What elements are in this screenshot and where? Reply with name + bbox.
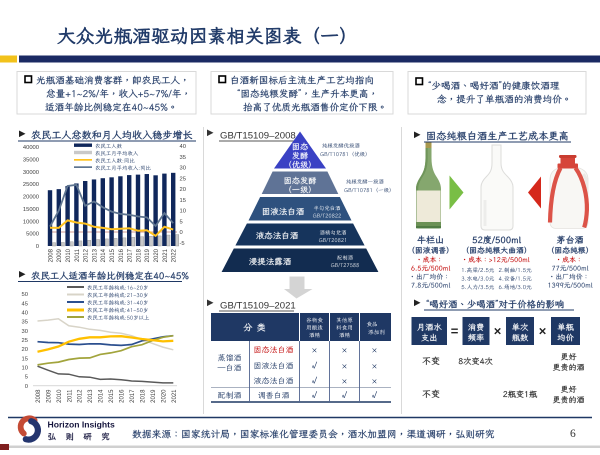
svg-text:2018: 2018 [136,248,142,262]
svg-text:30: 30 [180,166,186,172]
svg-text:15: 15 [180,198,186,204]
svg-text:GB/T15109–2021: GB/T15109–2021 [220,301,296,312]
svg-text:40: 40 [180,144,186,150]
svg-text:2016: 2016 [119,248,125,262]
svg-text:2016: 2016 [120,389,126,403]
svg-text:50: 50 [22,292,28,298]
svg-text:15000: 15000 [23,207,39,213]
svg-text:10: 10 [180,209,186,215]
svg-text:2019: 2019 [145,248,151,262]
svg-text:2014: 2014 [101,248,107,262]
svg-text:5: 5 [25,375,28,381]
svg-text:35: 35 [22,320,28,326]
svg-text:2021: 2021 [172,389,178,403]
svg-text:0: 0 [36,244,39,250]
svg-text:2015: 2015 [110,248,116,262]
svg-text:25: 25 [22,338,28,344]
svg-text:2019: 2019 [151,389,157,403]
svg-text:45: 45 [22,301,28,307]
svg-text:25000: 25000 [23,182,39,188]
svg-text:40000: 40000 [23,145,39,151]
svg-text:0: 0 [180,230,183,236]
svg-text:2012: 2012 [78,389,84,403]
svg-text:2021: 2021 [163,248,169,262]
svg-text:2009: 2009 [57,248,63,262]
svg-text:2009: 2009 [46,389,52,403]
svg-text:20: 20 [180,187,186,193]
svg-text:GB/T15109–2008: GB/T15109–2008 [220,131,296,142]
svg-text:2020: 2020 [161,389,167,403]
svg-text:5: 5 [180,219,183,225]
svg-text:35000: 35000 [23,157,39,163]
svg-text:=: = [451,324,459,339]
svg-text:Horizon Insights: Horizon Insights [48,420,116,430]
svg-text:2010: 2010 [66,248,72,262]
svg-text:30: 30 [22,329,28,335]
svg-text:2013: 2013 [92,248,98,262]
svg-text:2008: 2008 [48,248,54,262]
svg-text:2018: 2018 [140,389,146,403]
svg-text:2008: 2008 [36,389,42,403]
svg-text:25: 25 [180,176,186,182]
svg-text:×: × [539,324,547,339]
svg-text:2020: 2020 [154,248,160,262]
svg-text:2011: 2011 [75,248,81,262]
svg-text:2010: 2010 [57,389,63,403]
svg-text:30000: 30000 [23,170,39,176]
svg-text:0: 0 [25,384,28,390]
svg-text:15: 15 [22,356,28,362]
svg-text:2015: 2015 [109,389,115,403]
svg-text:35: 35 [180,155,186,161]
svg-text:2022: 2022 [172,248,178,262]
svg-text:20: 20 [22,347,28,353]
svg-text:2017: 2017 [128,248,134,262]
svg-text:2014: 2014 [99,389,105,403]
svg-text:2012: 2012 [84,248,90,262]
svg-text:10000: 10000 [23,219,39,225]
svg-text:5000: 5000 [26,232,39,238]
svg-text:10: 10 [22,366,28,372]
svg-text:6: 6 [570,428,576,440]
svg-text:2011: 2011 [67,389,73,403]
svg-text:2017: 2017 [130,389,136,403]
svg-text:20000: 20000 [23,195,39,201]
svg-text:×: × [494,324,502,339]
svg-text:2013: 2013 [88,389,94,403]
svg-text:40: 40 [22,310,28,316]
svg-text:-5: -5 [180,241,185,247]
